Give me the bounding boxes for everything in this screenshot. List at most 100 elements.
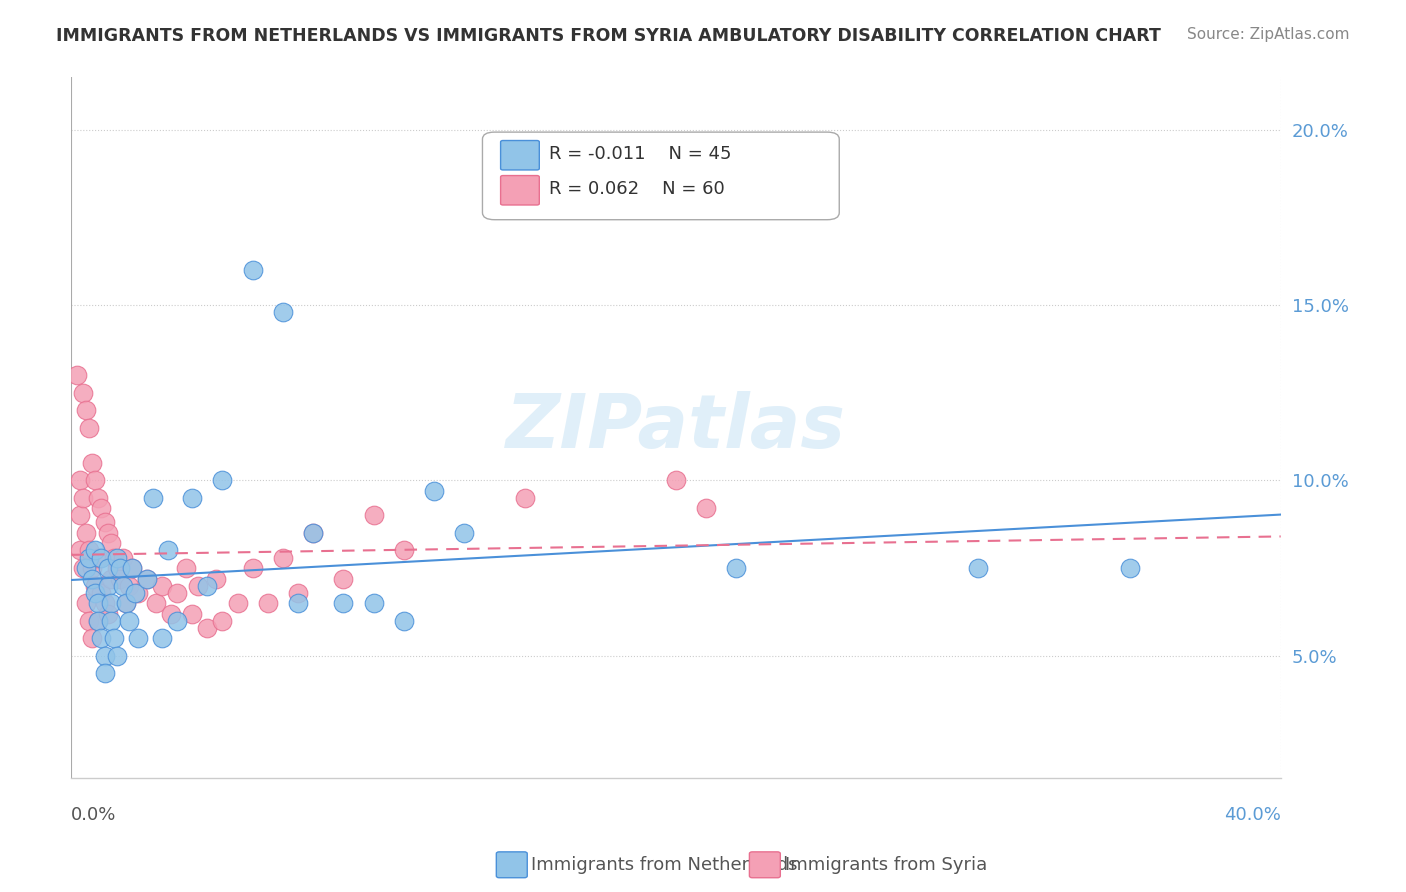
Point xyxy=(195,578,218,592)
Point xyxy=(87,596,110,610)
Text: Immigrants from Syria: Immigrants from Syria xyxy=(785,856,987,874)
Point xyxy=(72,491,94,505)
Point xyxy=(103,631,125,645)
Point xyxy=(96,561,118,575)
Point xyxy=(69,543,91,558)
Point xyxy=(72,561,94,575)
Point xyxy=(127,585,149,599)
Point xyxy=(93,648,115,663)
Point xyxy=(90,501,112,516)
Text: R = -0.011    N = 45: R = -0.011 N = 45 xyxy=(548,145,731,163)
Point xyxy=(967,561,990,575)
Text: R = 0.062    N = 60: R = 0.062 N = 60 xyxy=(548,180,724,198)
Point xyxy=(242,561,264,575)
FancyBboxPatch shape xyxy=(501,141,540,170)
FancyBboxPatch shape xyxy=(482,132,839,219)
Point xyxy=(150,631,173,645)
Point xyxy=(363,596,385,610)
Text: 40.0%: 40.0% xyxy=(1223,806,1281,824)
Point xyxy=(166,585,188,599)
Point xyxy=(287,596,309,610)
Point xyxy=(121,561,143,575)
Point xyxy=(69,474,91,488)
Point xyxy=(100,596,122,610)
Point xyxy=(69,508,91,523)
Point xyxy=(156,543,179,558)
Point xyxy=(150,578,173,592)
Point xyxy=(114,596,136,610)
Point xyxy=(96,526,118,541)
Text: Immigrants from Netherlands: Immigrants from Netherlands xyxy=(531,856,799,874)
Point xyxy=(84,585,107,599)
Point xyxy=(513,491,536,505)
Text: ZIPatlas: ZIPatlas xyxy=(506,392,846,465)
Point xyxy=(75,561,97,575)
Point xyxy=(84,578,107,592)
Point xyxy=(66,368,89,383)
Point xyxy=(695,501,717,516)
Point xyxy=(118,578,141,592)
Point xyxy=(332,572,354,586)
Point xyxy=(79,550,101,565)
Point xyxy=(87,614,110,628)
Point xyxy=(211,614,233,628)
Point xyxy=(1118,561,1140,575)
Point xyxy=(82,572,104,586)
Point xyxy=(96,578,118,592)
Point xyxy=(187,578,209,592)
Point xyxy=(87,614,110,628)
Point xyxy=(93,666,115,681)
Point xyxy=(135,572,157,586)
Point xyxy=(82,561,104,575)
Point xyxy=(108,572,131,586)
Point xyxy=(100,572,122,586)
Point xyxy=(79,421,101,435)
Point xyxy=(90,585,112,599)
Point xyxy=(111,550,134,565)
Point xyxy=(90,550,112,565)
Point xyxy=(142,491,165,505)
Point xyxy=(287,585,309,599)
Point xyxy=(79,614,101,628)
Point xyxy=(145,596,167,610)
Point xyxy=(100,614,122,628)
Point xyxy=(453,526,475,541)
Point xyxy=(84,474,107,488)
Point xyxy=(302,526,325,541)
Point xyxy=(75,526,97,541)
Point xyxy=(211,474,233,488)
Point xyxy=(79,543,101,558)
Point xyxy=(166,614,188,628)
Point xyxy=(332,596,354,610)
Point xyxy=(100,536,122,550)
Point xyxy=(124,585,146,599)
Point xyxy=(114,596,136,610)
Point xyxy=(135,572,157,586)
Point xyxy=(121,561,143,575)
Point xyxy=(82,631,104,645)
Point xyxy=(93,516,115,530)
Point xyxy=(423,483,446,498)
Text: IMMIGRANTS FROM NETHERLANDS VS IMMIGRANTS FROM SYRIA AMBULATORY DISABILITY CORRE: IMMIGRANTS FROM NETHERLANDS VS IMMIGRANT… xyxy=(56,27,1161,45)
Point xyxy=(160,607,183,621)
Point xyxy=(87,550,110,565)
Point xyxy=(118,614,141,628)
Point xyxy=(72,385,94,400)
Point xyxy=(302,526,325,541)
Point xyxy=(174,561,197,575)
Point xyxy=(392,614,415,628)
Point xyxy=(205,572,228,586)
Point xyxy=(75,596,97,610)
Point xyxy=(271,550,294,565)
Point xyxy=(195,621,218,635)
Point xyxy=(665,474,688,488)
Point xyxy=(127,631,149,645)
Point xyxy=(181,491,204,505)
Point xyxy=(108,561,131,575)
Point xyxy=(105,550,128,565)
Point xyxy=(105,648,128,663)
Point xyxy=(93,596,115,610)
Text: 0.0%: 0.0% xyxy=(72,806,117,824)
Point xyxy=(725,561,748,575)
Point xyxy=(226,596,249,610)
